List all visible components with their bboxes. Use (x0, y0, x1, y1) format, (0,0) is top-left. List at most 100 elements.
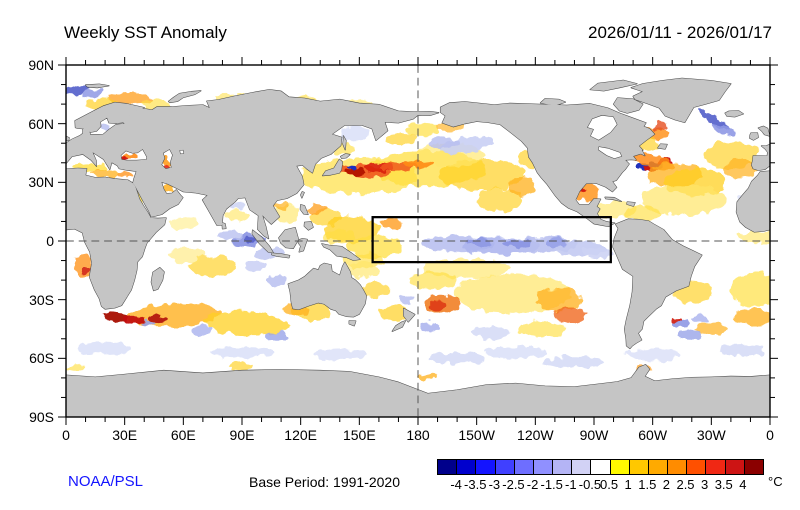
colorbar-cell (533, 460, 554, 474)
noaa-psl-credit: NOAA/PSL (68, 473, 144, 490)
anomaly-patch (167, 217, 199, 230)
anomaly-patch (404, 122, 440, 137)
lon-tick-label: 150E (342, 427, 376, 443)
lat-tick-label: 60S (29, 350, 54, 367)
colorbar-cell (725, 460, 745, 474)
lon-tick-label: 90E (229, 427, 255, 443)
colorbar-cell (687, 460, 707, 474)
anomaly-patch (678, 329, 702, 340)
lon-tick-label: 120W (517, 427, 554, 443)
colorbar-tick-label: 0.5 (600, 477, 619, 492)
anomaly-patch (116, 171, 133, 179)
colorbar-tick-label: -0.5 (578, 477, 602, 492)
colorbar-cell (457, 460, 477, 474)
sst-anomaly-map-canvas (64, 65, 784, 418)
colorbar-tick-label: -3 (488, 477, 501, 492)
colorbar-cell (744, 460, 763, 474)
colorbar-tick-label: -1 (565, 477, 577, 492)
anomaly-patch (378, 217, 403, 230)
lat-tick-label: 30S (29, 291, 54, 308)
anomaly-patch (543, 356, 606, 368)
date-range-label: 2026/01/11 - 2026/01/17 (587, 23, 772, 42)
anomaly-patch (142, 321, 154, 327)
world-map-plot (64, 65, 784, 418)
anomaly-patch (169, 246, 205, 263)
lat-tick-label: 30N (28, 174, 54, 191)
lon-tick-label: 180 (406, 427, 430, 443)
anomaly-patch (429, 301, 446, 310)
anomaly-patch (429, 352, 485, 364)
anomaly-patch (347, 262, 379, 279)
colorbar-tick-label: 1.5 (638, 477, 657, 492)
lon-tick-label: 30W (696, 427, 726, 443)
lat-tick-label: 0 (46, 233, 54, 249)
colorbar-tick-label: 3.5 (714, 477, 733, 492)
anomaly-patch (245, 261, 266, 272)
anomaly-patch (517, 321, 565, 337)
colorbar-tick-label: 1 (624, 477, 632, 492)
colorbar-tick-label: 4 (739, 477, 747, 492)
anomaly-patch (419, 322, 440, 332)
colorbar-tick-label: 2.5 (676, 477, 695, 492)
colorbar-cell (572, 460, 592, 474)
colorbar-tick-label: -4 (450, 477, 462, 492)
colorbar-cell (706, 460, 726, 474)
lon-tick-label: 30E (112, 427, 138, 443)
colorbar-tick-label: 3 (701, 477, 709, 492)
anomaly-patch (466, 238, 491, 246)
colorbar-cell (591, 460, 611, 474)
anomaly-patch (410, 270, 458, 290)
anomaly-patch (427, 137, 460, 150)
colorbar-cell (514, 460, 534, 474)
colorbar-cell (629, 460, 649, 474)
lon-tick-label: 90W (579, 427, 609, 443)
anomaly-patch (193, 326, 213, 336)
colorbar-cell (610, 460, 630, 474)
anomaly-patch (122, 316, 147, 325)
lon-tick-label: 60E (170, 427, 196, 443)
anomaly-patch (345, 167, 366, 176)
colorbar-tick-label: -2 (526, 477, 539, 492)
anomaly-patch (484, 346, 548, 359)
anomaly-patch (398, 295, 415, 304)
colorbar-tick-label: -1.5 (540, 477, 563, 492)
base-period-label: Base Period: 1991-2020 (249, 474, 400, 490)
colorbar-cell (668, 460, 688, 474)
lat-tick-label: 90S (29, 409, 54, 425)
anomaly-patch (77, 342, 133, 355)
colorbar-cell (495, 460, 515, 474)
lon-tick-label: 0 (62, 427, 70, 443)
anomaly-patch (418, 373, 438, 380)
anomaly-patch (224, 208, 248, 223)
anomaly-patch (230, 363, 254, 370)
anomaly-patch (552, 307, 589, 324)
anomaly-patch (717, 344, 765, 357)
anomaly-patch (218, 230, 242, 241)
anomaly-patch (66, 365, 86, 372)
colorbar-cell (476, 460, 496, 474)
anomaly-patch (652, 122, 669, 131)
colorbar-cell (553, 460, 573, 474)
anomaly-patch (625, 348, 681, 361)
anomaly-patch (243, 237, 256, 243)
anomaly-patch (582, 246, 614, 259)
anomaly-patch (507, 176, 536, 197)
colorbar-tick-label: -3.5 (464, 477, 487, 492)
anomaly-patch (265, 331, 289, 342)
page-title: Weekly SST Anomaly (64, 23, 227, 42)
anomaly-patch (210, 346, 274, 358)
anomaly-patch (80, 266, 91, 275)
anomaly-patch (306, 204, 327, 215)
anomaly-patch (341, 125, 370, 142)
colorbar-tick-label: 2 (662, 477, 671, 492)
anomaly-patch (324, 229, 356, 245)
colorbar-tick-label: -2.5 (502, 477, 525, 492)
lat-tick-label: 90N (28, 57, 54, 73)
anomaly-patch (693, 315, 710, 324)
colorbar (437, 459, 764, 475)
anomaly-patch (547, 239, 567, 247)
anomaly-patch (314, 348, 366, 360)
colorbar-unit-label: °C (768, 474, 783, 489)
anomaly-patch (672, 316, 681, 322)
